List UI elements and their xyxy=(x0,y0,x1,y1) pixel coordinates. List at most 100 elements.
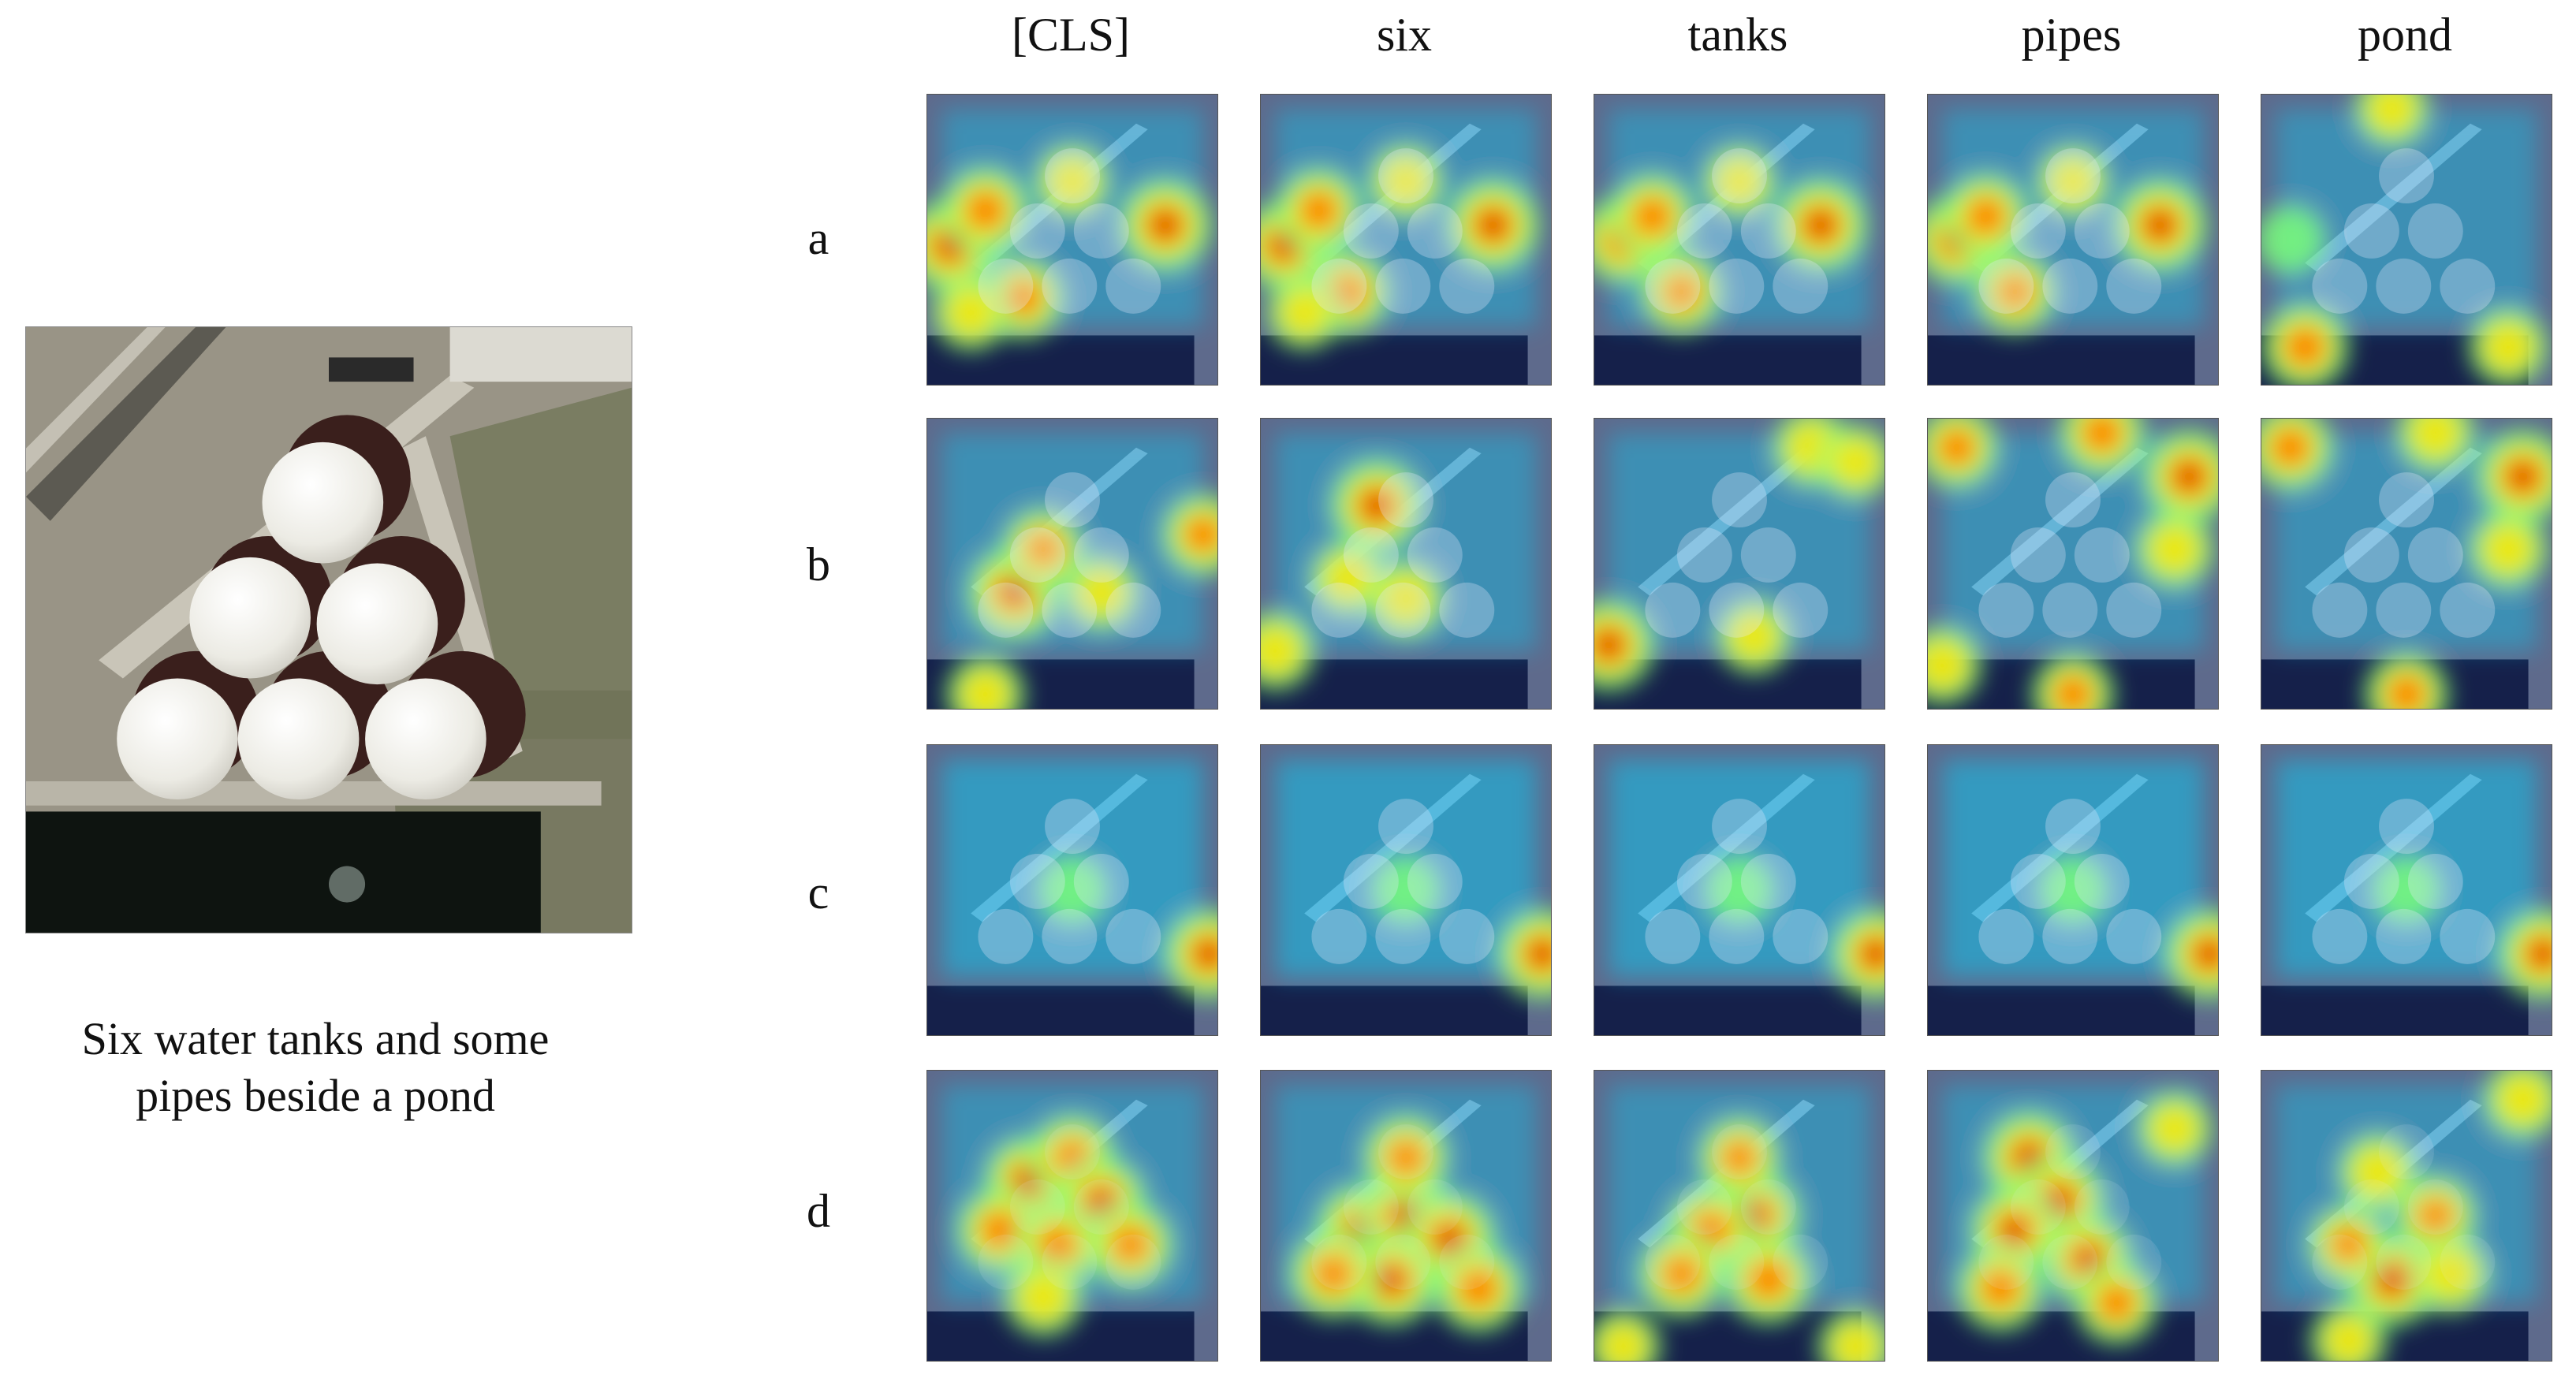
heatmap-tile-a-six xyxy=(1260,94,1552,386)
tank-outline xyxy=(2106,1234,2162,1290)
caption-line-2: pipes beside a pond xyxy=(136,1070,495,1121)
attention-peak xyxy=(2198,942,2218,966)
tank-outline xyxy=(2312,908,2368,964)
heatmap-tile-b-six xyxy=(1260,418,1552,710)
attention-peak xyxy=(2331,1227,2366,1262)
attention-peak xyxy=(2322,1314,2375,1361)
tank-outline xyxy=(1042,1234,1098,1290)
attention-peak xyxy=(1322,553,1374,604)
row-label-d: d xyxy=(807,1185,830,1237)
attention-peak xyxy=(1663,274,1700,310)
tank-outline xyxy=(1009,854,1065,909)
tank-outline xyxy=(1375,582,1431,638)
heatmap-tile-c-pipes xyxy=(1927,744,2219,1036)
tank-outline xyxy=(2106,258,2162,314)
tank-outline xyxy=(2074,854,2130,909)
tank-outline xyxy=(2376,908,2432,964)
tank-outline xyxy=(2010,1179,2066,1235)
pond-region xyxy=(1928,1311,2195,1361)
attention-peak xyxy=(1380,1268,1404,1291)
attention-peak xyxy=(1809,213,1832,237)
tank-outline xyxy=(2407,1179,2463,1235)
tank-outline xyxy=(2045,1124,2101,1179)
attention-peak xyxy=(1459,1269,1498,1308)
tank-outline xyxy=(1311,908,1367,964)
heatmap-tile-c-six xyxy=(1260,744,1552,1036)
attention-peak xyxy=(958,667,1012,709)
tank-outline xyxy=(2312,1234,2368,1290)
tank-outline xyxy=(2379,148,2434,203)
pond-region xyxy=(1594,335,1862,385)
attention-peak xyxy=(1749,1260,1788,1299)
attention-peak xyxy=(2004,1219,2026,1242)
tank-outline xyxy=(2343,854,2399,909)
attention-peak xyxy=(2038,855,2108,925)
tank-outline xyxy=(1073,203,1129,259)
attention-peak xyxy=(1481,213,1505,237)
attention-peak xyxy=(1864,942,1884,966)
attention-peak xyxy=(2098,1284,2134,1321)
attention-peak xyxy=(1197,942,1217,966)
attention-peak xyxy=(2076,1248,2099,1271)
attention-peak xyxy=(2055,676,2091,709)
attention-peak xyxy=(1016,1270,1071,1325)
attention-peak xyxy=(2148,213,2172,237)
attention-peak xyxy=(1633,197,1672,236)
tank-outline xyxy=(1311,258,1367,314)
attention-peak xyxy=(1928,638,1970,692)
attention-peak xyxy=(1261,624,1303,678)
attention-peak xyxy=(1378,572,1433,626)
heatmap-tile-d-six xyxy=(1260,1070,1552,1362)
attention-peak xyxy=(1728,610,1780,662)
attention-peak xyxy=(2350,1145,2405,1199)
attention-peak xyxy=(2261,205,2325,274)
attention-peak xyxy=(1721,1139,1758,1176)
column-header-tanks: tanks xyxy=(1687,9,1788,61)
tank-outline xyxy=(1009,1179,1065,1235)
attention-peak xyxy=(1090,1190,1113,1213)
tank-outline xyxy=(1045,799,1100,854)
tank-outline xyxy=(1709,258,1765,314)
tank-outline xyxy=(1978,908,2034,964)
tank-outline xyxy=(2440,908,2496,964)
attention-peak xyxy=(1530,942,1551,966)
tank-outline xyxy=(2106,582,2162,638)
attention-peak xyxy=(1380,156,1432,207)
attention-peak xyxy=(2083,419,2121,453)
attention-peak xyxy=(1184,516,1217,553)
tank-outline xyxy=(1712,148,1767,203)
tank-outline xyxy=(1439,258,1495,314)
pond-region xyxy=(1594,985,1862,1035)
tank-outline xyxy=(1676,1179,1732,1235)
tank-outline xyxy=(2440,582,2496,638)
attention-peak xyxy=(1662,1254,1701,1293)
heatmap-tile-c-tanks xyxy=(1594,744,1885,1036)
tank-outline xyxy=(2407,527,2463,583)
tank-outline xyxy=(1343,854,1399,909)
attention-peak xyxy=(2147,522,2201,576)
column-header-pond: pond xyxy=(2358,9,2452,61)
tank-outline xyxy=(1709,908,1765,964)
tank-outline xyxy=(2379,472,2434,527)
attention-peak xyxy=(1597,1321,1650,1361)
tank-outline xyxy=(1009,527,1065,583)
tank-outline xyxy=(1311,1234,1367,1290)
attention-peak xyxy=(1154,213,1177,237)
row-label-b: b xyxy=(807,538,830,591)
attention-peak xyxy=(1939,430,1975,466)
tank-outline xyxy=(1676,203,1732,259)
attention-peak xyxy=(1981,1269,2019,1307)
attention-peak xyxy=(1437,1227,1461,1251)
heatmap-tile-b-pipes xyxy=(1927,418,2219,710)
tank-outline xyxy=(1045,1124,1100,1179)
attention-peak xyxy=(1314,1254,1353,1293)
pond-region xyxy=(2261,985,2529,1035)
tank-outline xyxy=(2074,203,2130,259)
tank-outline xyxy=(1645,258,1701,314)
tank-outline xyxy=(2010,203,2066,259)
tank-outline xyxy=(978,258,1034,314)
tank-outline xyxy=(1439,582,1495,638)
attention-peak xyxy=(1371,855,1441,925)
tank-outline xyxy=(1378,1124,1433,1179)
